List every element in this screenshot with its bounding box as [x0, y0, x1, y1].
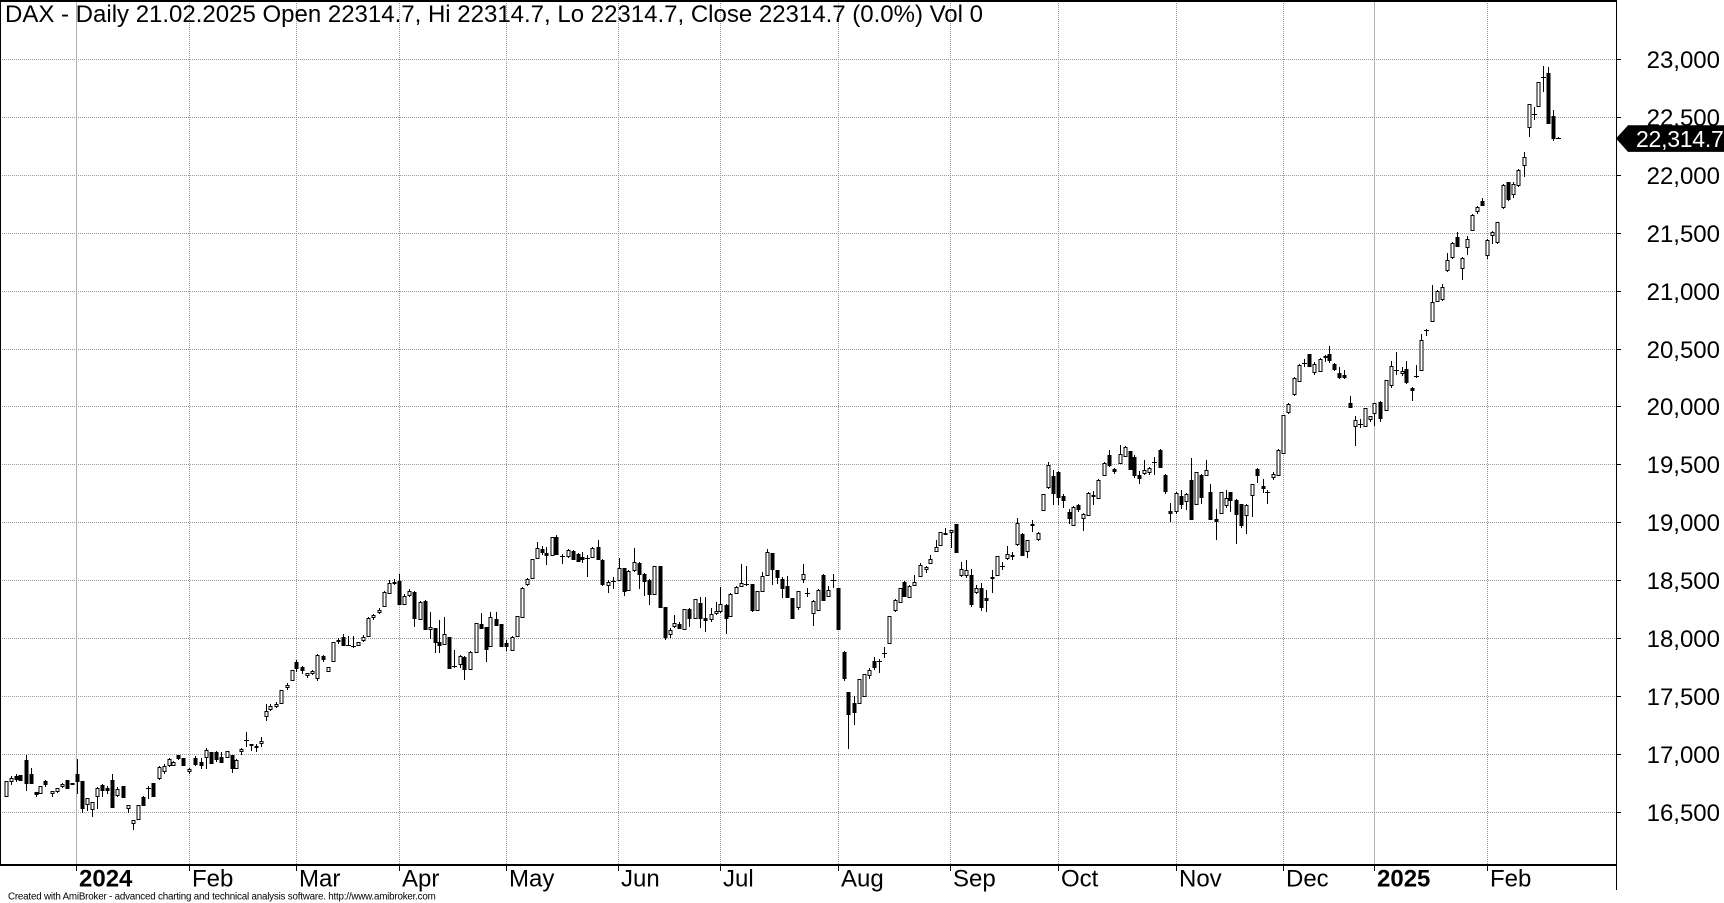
svg-text:Created with AmiBroker - advan: Created with AmiBroker - advanced charti…: [8, 892, 436, 903]
svg-text:20,000: 20,000: [1647, 394, 1720, 421]
svg-text:May: May: [509, 866, 554, 893]
svg-text:21,000: 21,000: [1647, 279, 1720, 306]
svg-text:Nov: Nov: [1179, 866, 1222, 893]
svg-text:DAX - Daily 21.02.2025 Open 22: DAX - Daily 21.02.2025 Open 22314.7, Hi …: [5, 1, 983, 28]
svg-text:Apr: Apr: [402, 866, 439, 893]
svg-text:Jun: Jun: [621, 866, 660, 893]
svg-text:16,500: 16,500: [1647, 800, 1720, 827]
svg-text:2024: 2024: [79, 866, 133, 893]
svg-text:Sep: Sep: [953, 866, 996, 893]
svg-text:20,500: 20,500: [1647, 337, 1720, 364]
svg-text:22,000: 22,000: [1647, 163, 1720, 190]
svg-text:2025: 2025: [1377, 866, 1430, 893]
svg-text:17,500: 17,500: [1647, 684, 1720, 711]
svg-text:21,500: 21,500: [1647, 221, 1720, 248]
svg-text:Jul: Jul: [723, 866, 754, 893]
svg-text:19,500: 19,500: [1647, 452, 1720, 479]
svg-text:Feb: Feb: [1490, 866, 1531, 893]
svg-text:Oct: Oct: [1061, 866, 1099, 893]
svg-text:Dec: Dec: [1286, 866, 1329, 893]
svg-text:22,314.7: 22,314.7: [1636, 126, 1724, 152]
svg-text:Aug: Aug: [841, 866, 884, 893]
svg-text:23,000: 23,000: [1647, 47, 1720, 74]
svg-text:18,000: 18,000: [1647, 626, 1720, 653]
svg-text:18,500: 18,500: [1647, 568, 1720, 595]
svg-text:19,000: 19,000: [1647, 510, 1720, 537]
svg-text:Mar: Mar: [299, 866, 340, 893]
svg-text:17,000: 17,000: [1647, 742, 1720, 769]
svg-text:Feb: Feb: [192, 866, 233, 893]
